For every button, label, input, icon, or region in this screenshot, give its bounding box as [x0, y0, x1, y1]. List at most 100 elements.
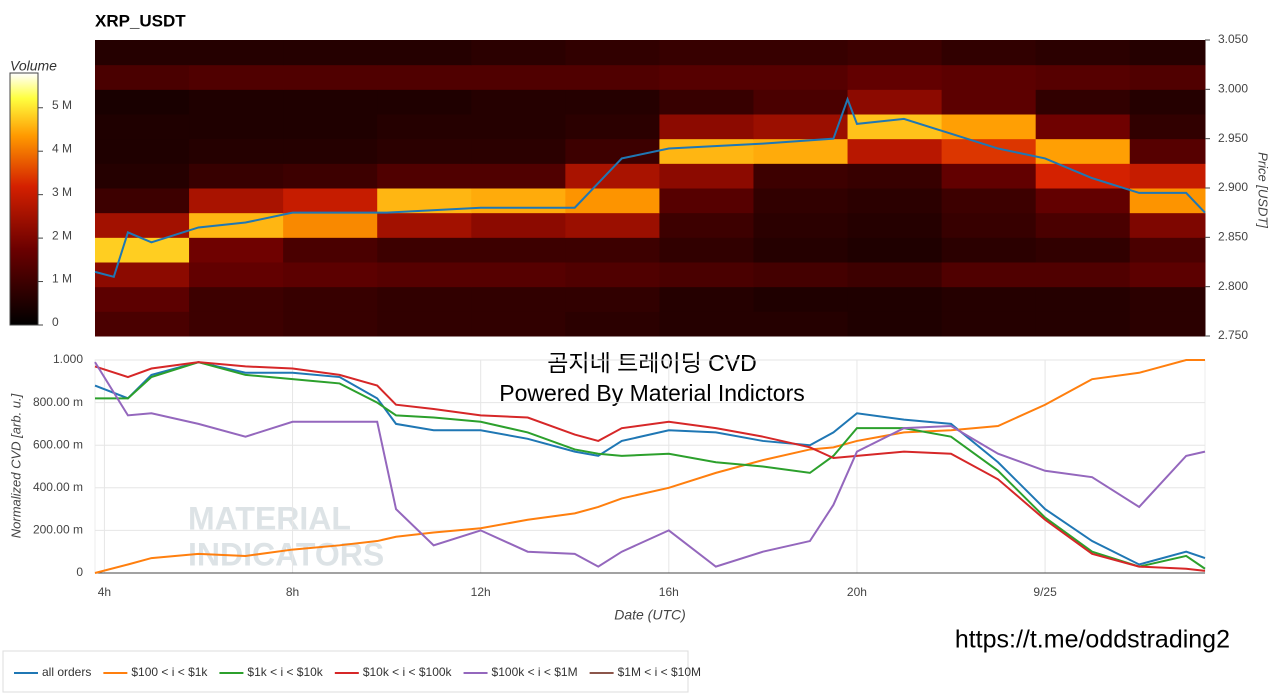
- heatmap-cell: [189, 286, 284, 312]
- heatmap-cell: [471, 286, 566, 312]
- heatmap-cell: [189, 138, 284, 164]
- colorbar-title: Volume: [10, 58, 57, 74]
- heatmap-cell: [753, 114, 849, 140]
- heatmap-cell: [283, 262, 378, 288]
- heatmap-cell: [1035, 188, 1131, 214]
- heatmap-cell: [659, 114, 754, 140]
- heatmap-cell: [753, 262, 849, 288]
- heatmap-cell: [283, 311, 378, 337]
- heatmap-cell: [847, 237, 943, 263]
- heatmap-cell: [283, 64, 378, 90]
- heatmap-cell: [847, 311, 943, 337]
- heatmap-cell: [1129, 163, 1206, 189]
- heatmap-cell: [941, 138, 1037, 164]
- heatmap-cell: [1129, 40, 1206, 66]
- y-tick-label: 2.800: [1218, 279, 1248, 293]
- x-tick-label: 4h: [98, 585, 111, 599]
- heatmap-cell: [753, 163, 849, 189]
- y-tick-label: 3.050: [1218, 32, 1248, 46]
- heatmap-cell: [283, 212, 378, 238]
- x-axis-label: Date (UTC): [614, 607, 686, 623]
- heatmap-cell: [753, 64, 849, 90]
- legend-box: [2, 650, 689, 693]
- heatmap-cell: [95, 64, 190, 90]
- heatmap-cell: [471, 262, 566, 288]
- heatmap-cell: [941, 89, 1037, 115]
- heatmap-cell: [565, 311, 660, 337]
- heatmap-cell: [659, 212, 754, 238]
- heatmap-cell: [659, 188, 754, 214]
- heatmap-cell: [565, 237, 660, 263]
- heatmap-cell: [659, 286, 754, 312]
- heatmap-cell: [565, 89, 660, 115]
- heatmap-cell: [1129, 262, 1206, 288]
- colorbar: [9, 72, 39, 326]
- legend-label: $100 < i < $1k: [131, 665, 208, 679]
- y-tick-label: 2.750: [1218, 328, 1248, 342]
- heatmap-cell: [189, 89, 284, 115]
- heatmap-cell: [847, 40, 943, 66]
- heatmap-cell: [565, 40, 660, 66]
- heatmap-cell: [565, 212, 660, 238]
- colorbar-tick-label: 3 M: [52, 185, 72, 199]
- heatmap-cell: [1035, 212, 1131, 238]
- heatmap-cell: [283, 188, 378, 214]
- heatmap-cell: [471, 89, 566, 115]
- heatmap-cell: [377, 40, 472, 66]
- heatmap-cell: [941, 262, 1037, 288]
- heatmap-cell: [1129, 89, 1206, 115]
- heatmap-cell: [659, 89, 754, 115]
- heatmap-cell: [283, 40, 378, 66]
- heatmap-cell: [95, 163, 190, 189]
- heatmap-cell: [659, 163, 754, 189]
- heatmap-cell: [377, 114, 472, 140]
- legend-label: $1M < i < $10M: [618, 665, 701, 679]
- heatmap-cell: [753, 40, 849, 66]
- legend-label: all orders: [42, 665, 91, 679]
- heatmap-cell: [377, 311, 472, 337]
- cvd-title: 곰지네 트레이딩 CVD: [547, 350, 756, 376]
- heatmap-cell: [1129, 212, 1206, 238]
- heatmap-cell: [189, 212, 284, 238]
- cvd-subtitle: Powered By Material Indictors: [499, 380, 805, 406]
- heatmap-cell: [95, 188, 190, 214]
- y-tick-label: 400.00 m: [33, 480, 83, 494]
- heatmap-cell: [565, 262, 660, 288]
- heatmap-cell: [189, 40, 284, 66]
- heatmap-cell: [847, 188, 943, 214]
- legend-label: $1k < i < $10k: [247, 665, 323, 679]
- heatmap-cell: [283, 114, 378, 140]
- x-tick-label: 20h: [847, 585, 867, 599]
- heatmap-cell: [659, 311, 754, 337]
- heatmap-cell: [565, 138, 660, 164]
- heatmap-cell: [189, 163, 284, 189]
- heatmap-cell: [753, 212, 849, 238]
- heatmap-cell: [471, 212, 566, 238]
- heatmap-cell: [753, 237, 849, 263]
- heatmap-cell: [189, 64, 284, 90]
- heatmap-cell: [377, 212, 472, 238]
- heatmap-cell: [659, 262, 754, 288]
- heatmap-cell: [941, 286, 1037, 312]
- y-tick-label: 200.00 m: [33, 523, 83, 537]
- colorbar-tick-label: 2 M: [52, 228, 72, 242]
- heatmap-cell: [95, 286, 190, 312]
- price-line: [94, 96, 1206, 279]
- legend-label: $10k < i < $100k: [363, 665, 453, 679]
- heatmap-cell: [377, 262, 472, 288]
- chart-title: XRP_USDT: [95, 11, 186, 30]
- heatmap-cell: [565, 64, 660, 90]
- heatmap-cell: [471, 114, 566, 140]
- x-tick-label: 12h: [471, 585, 491, 599]
- cvd-line: [95, 361, 1206, 570]
- heatmap-cell: [1129, 114, 1206, 140]
- colorbar-tick-label: 5 M: [52, 98, 72, 112]
- heatmap-cell: [283, 138, 378, 164]
- colorbar-tick-label: 1 M: [52, 272, 72, 286]
- heatmap-cell: [847, 262, 943, 288]
- heatmap-cell: [377, 64, 472, 90]
- colorbar-tick-label: 4 M: [52, 141, 72, 155]
- heatmap-cell: [377, 89, 472, 115]
- heatmap-cell: [753, 89, 849, 115]
